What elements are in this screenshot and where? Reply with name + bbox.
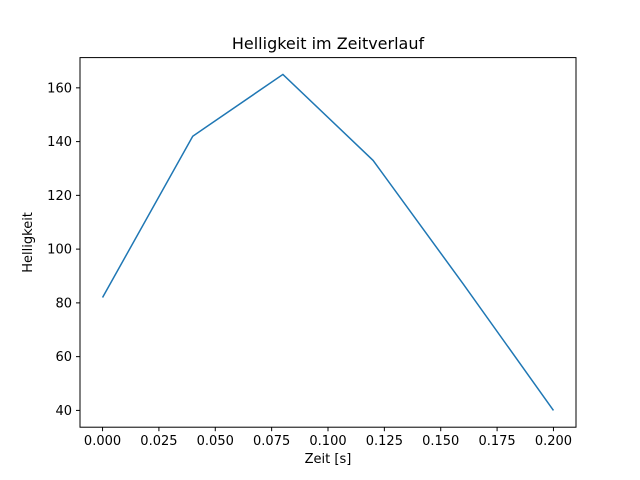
y-tick-label: 80 — [55, 296, 72, 311]
y-tick-label: 40 — [55, 404, 72, 419]
x-tick-label: 0.100 — [309, 434, 346, 449]
y-axis-ticks: 40 60 80 100 120 140 160 — [47, 81, 80, 419]
x-axis-ticks: 0.000 0.025 0.050 0.075 0.100 0.125 0.150 0.175… — [84, 427, 572, 449]
y-tick-label: 60 — [55, 350, 72, 365]
x-tick-label: 0.175 — [478, 434, 515, 449]
x-tick-label: 0.000 — [84, 434, 121, 449]
data-line — [101, 73, 555, 411]
y-tick-label: 100 — [47, 243, 72, 258]
y-tick-label: 160 — [47, 81, 72, 96]
chart-title: Helligkeit im Zeitverlauf — [232, 34, 425, 53]
x-tick-label: 0.125 — [366, 434, 403, 449]
y-axis-label: Helligkeit — [21, 212, 36, 273]
y-tick-label: 120 — [47, 189, 72, 204]
x-axis-label: Zeit [s] — [305, 452, 352, 467]
plot-area — [79, 57, 577, 428]
x-tick-label: 0.025 — [140, 434, 177, 449]
x-tick-label: 0.075 — [253, 434, 290, 449]
x-tick-label: 0.150 — [422, 434, 459, 449]
x-tick-label: 0.050 — [197, 434, 234, 449]
x-tick-label: 0.200 — [535, 434, 572, 449]
y-tick-label: 140 — [47, 135, 72, 150]
